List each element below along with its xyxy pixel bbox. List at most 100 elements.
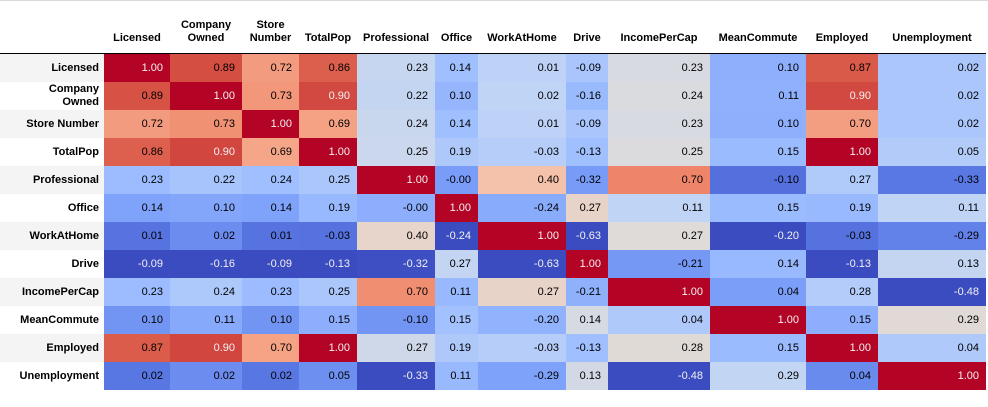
row-label: Company Owned (0, 82, 104, 110)
correlation-cell: 0.15 (299, 306, 357, 334)
correlation-cell: 0.22 (357, 82, 435, 110)
correlation-cell: 0.19 (806, 194, 878, 222)
correlation-cell: 1.00 (435, 194, 478, 222)
correlation-cell: 1.00 (806, 138, 878, 166)
correlation-cell: 0.23 (608, 110, 710, 138)
correlation-cell: 0.70 (242, 334, 299, 362)
correlation-cell: -0.09 (566, 53, 608, 82)
correlation-cell: 0.90 (806, 82, 878, 110)
correlation-cell: 0.27 (608, 222, 710, 250)
correlation-cell: 0.10 (242, 306, 299, 334)
correlation-cell: 0.23 (104, 166, 170, 194)
correlation-cell: -0.16 (170, 250, 242, 278)
correlation-cell: -0.33 (878, 166, 986, 194)
correlation-cell: 0.15 (710, 194, 806, 222)
row-label: Employed (0, 334, 104, 362)
correlation-cell: 0.14 (104, 194, 170, 222)
correlation-cell: -0.48 (878, 278, 986, 306)
row-label: WorkAtHome (0, 222, 104, 250)
correlation-cell: 0.24 (170, 278, 242, 306)
correlation-cell: 0.01 (478, 110, 566, 138)
correlation-cell: 0.02 (242, 362, 299, 390)
correlation-cell: 0.23 (357, 53, 435, 82)
correlation-cell: 0.14 (566, 306, 608, 334)
column-header: WorkAtHome (478, 7, 566, 54)
correlation-cell: 0.29 (710, 362, 806, 390)
correlation-cell: 0.86 (299, 53, 357, 82)
correlation-cell: -0.29 (478, 362, 566, 390)
correlation-cell: -0.13 (806, 250, 878, 278)
column-header: Professional (357, 7, 435, 54)
correlation-cell: 0.89 (170, 53, 242, 82)
correlation-cell: -0.20 (478, 306, 566, 334)
correlation-cell: 0.72 (242, 53, 299, 82)
correlation-cell: 0.15 (710, 138, 806, 166)
correlation-cell: -0.10 (710, 166, 806, 194)
correlation-cell: 0.04 (710, 278, 806, 306)
correlation-cell: 0.27 (435, 250, 478, 278)
correlation-cell: -0.13 (299, 250, 357, 278)
correlation-cell: 0.01 (104, 222, 170, 250)
matrix-row: TotalPop 0.86 0.90 0.69 1.00 0.25 0.19 -0.03 -0.… (0, 138, 986, 166)
correlation-cell: 0.28 (608, 334, 710, 362)
row-label: Drive (0, 250, 104, 278)
matrix-row: Licensed 1.00 0.89 0.72 0.86 0.23 0.14 0.01 -0.0… (0, 53, 986, 82)
correlation-cell: 0.05 (878, 138, 986, 166)
correlation-cell: 0.02 (170, 222, 242, 250)
correlation-cell: 1.00 (104, 53, 170, 82)
row-label: TotalPop (0, 138, 104, 166)
correlation-cell: -0.13 (566, 334, 608, 362)
correlation-cell: 1.00 (357, 166, 435, 194)
correlation-cell: -0.21 (608, 250, 710, 278)
correlation-cell: -0.03 (478, 138, 566, 166)
correlation-cell: 0.01 (478, 53, 566, 82)
correlation-cell: -0.29 (878, 222, 986, 250)
correlation-cell: 0.22 (170, 166, 242, 194)
correlation-cell: 0.11 (170, 306, 242, 334)
correlation-matrix-table: Licensed Company Owned Store Number TotalPo… (0, 7, 986, 390)
correlation-cell: -0.03 (299, 222, 357, 250)
correlation-cell: 0.25 (357, 138, 435, 166)
correlation-cell: 0.90 (299, 82, 357, 110)
matrix-row: IncomePerCap 0.23 0.24 0.23 0.25 0.70 0.11 0.27… (0, 278, 986, 306)
row-label: IncomePerCap (0, 278, 104, 306)
correlation-cell: 0.04 (878, 334, 986, 362)
corner-cell (0, 7, 104, 54)
correlation-cell: 0.10 (104, 306, 170, 334)
column-header-row: Licensed Company Owned Store Number TotalPo… (0, 7, 986, 54)
correlation-cell: 0.02 (878, 82, 986, 110)
correlation-cell: -0.21 (566, 278, 608, 306)
correlation-cell: 0.90 (170, 138, 242, 166)
correlation-cell: 0.73 (242, 82, 299, 110)
correlation-cell: -0.00 (435, 166, 478, 194)
correlation-cell: 1.00 (299, 138, 357, 166)
correlation-cell: 0.69 (242, 138, 299, 166)
row-label: Store Number (0, 110, 104, 138)
column-header: Company Owned (170, 7, 242, 54)
correlation-cell: 1.00 (566, 250, 608, 278)
correlation-cell: 0.25 (608, 138, 710, 166)
correlation-cell: -0.16 (566, 82, 608, 110)
correlation-cell: 0.19 (435, 138, 478, 166)
correlation-cell: 0.27 (566, 194, 608, 222)
matrix-body: Licensed 1.00 0.89 0.72 0.86 0.23 0.14 0.01 -0.0… (0, 53, 986, 390)
correlation-cell: 0.70 (806, 110, 878, 138)
column-header: TotalPop (299, 7, 357, 54)
correlation-cell: 0.05 (299, 362, 357, 390)
correlation-cell: 0.70 (357, 278, 435, 306)
correlation-cell: -0.13 (566, 138, 608, 166)
correlation-cell: 0.25 (299, 166, 357, 194)
correlation-cell: 0.11 (435, 362, 478, 390)
column-header: IncomePerCap (608, 7, 710, 54)
correlation-cell: 0.24 (357, 110, 435, 138)
correlation-cell: 0.11 (878, 194, 986, 222)
correlation-cell: -0.63 (478, 250, 566, 278)
column-header: Unemployment (878, 7, 986, 54)
correlation-cell: 0.10 (710, 110, 806, 138)
correlation-cell: -0.32 (357, 250, 435, 278)
correlation-cell: -0.09 (242, 250, 299, 278)
correlation-cell: 1.00 (710, 306, 806, 334)
matrix-row: Drive -0.09 -0.16 -0.09 -0.13 -0.32 0.27 -0.63 1… (0, 250, 986, 278)
correlation-cell: 0.29 (878, 306, 986, 334)
correlation-cell: 0.19 (299, 194, 357, 222)
